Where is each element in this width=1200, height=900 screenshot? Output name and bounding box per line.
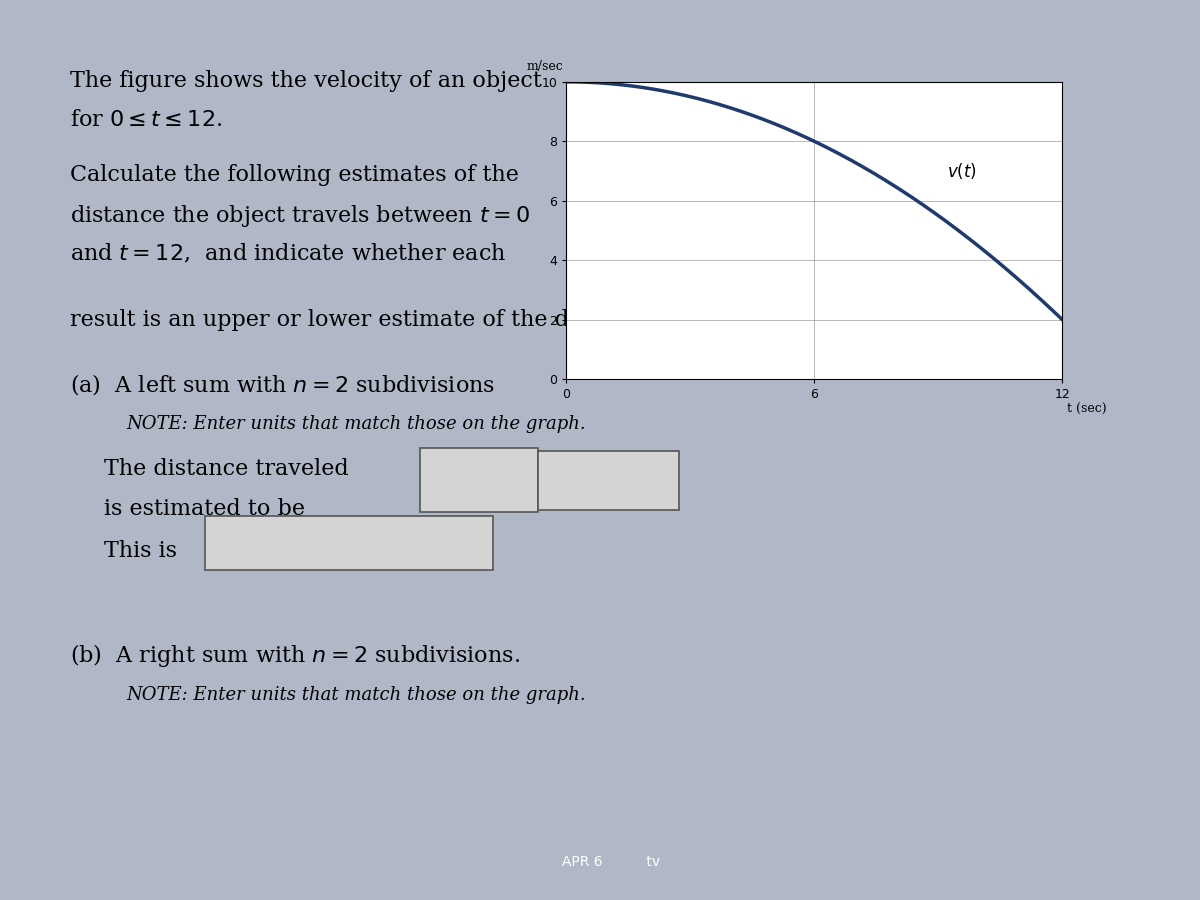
Text: (a)  A left sum with $n = 2$ subdivisions: (a) A left sum with $n = 2$ subdivisions: [70, 372, 494, 397]
Text: NOTE: Enter units that match those on the graph.: NOTE: Enter units that match those on th…: [126, 687, 586, 705]
FancyBboxPatch shape: [205, 517, 493, 570]
Text: distance the object travels between $t = 0$: distance the object travels between $t =…: [70, 203, 529, 230]
Text: Calculate the following estimates of the: Calculate the following estimates of the: [70, 164, 518, 186]
Text: for $0 \leq t \leq 12$.: for $0 \leq t \leq 12$.: [70, 109, 222, 131]
Text: t (sec): t (sec): [1068, 403, 1108, 416]
Text: The figure shows the velocity of an object: The figure shows the velocity of an obje…: [70, 70, 541, 92]
Text: (b)  A right sum with $n = 2$ subdivisions.: (b) A right sum with $n = 2$ subdivision…: [70, 642, 520, 669]
Text: result is an upper or lower estimate of the distance traveled.: result is an upper or lower estimate of …: [70, 309, 757, 331]
FancyBboxPatch shape: [420, 448, 538, 512]
Text: and $t = 12$,  and indicate whether each: and $t = 12$, and indicate whether each: [70, 242, 506, 266]
FancyBboxPatch shape: [538, 452, 679, 510]
Text: is estimated to be: is estimated to be: [103, 499, 305, 520]
Text: APR 6          tv: APR 6 tv: [540, 855, 660, 868]
Text: meters  ▼: meters ▼: [566, 472, 649, 489]
Text: an upper estimate.  ▼: an upper estimate. ▼: [259, 535, 440, 552]
Text: The distance traveled: The distance traveled: [103, 457, 348, 480]
Text: m/sec: m/sec: [527, 60, 563, 73]
Text: $v(t)$: $v(t)$: [947, 161, 977, 181]
Text: NOTE: Enter units that match those on the graph.: NOTE: Enter units that match those on th…: [126, 415, 586, 433]
Text: This is: This is: [103, 540, 176, 562]
